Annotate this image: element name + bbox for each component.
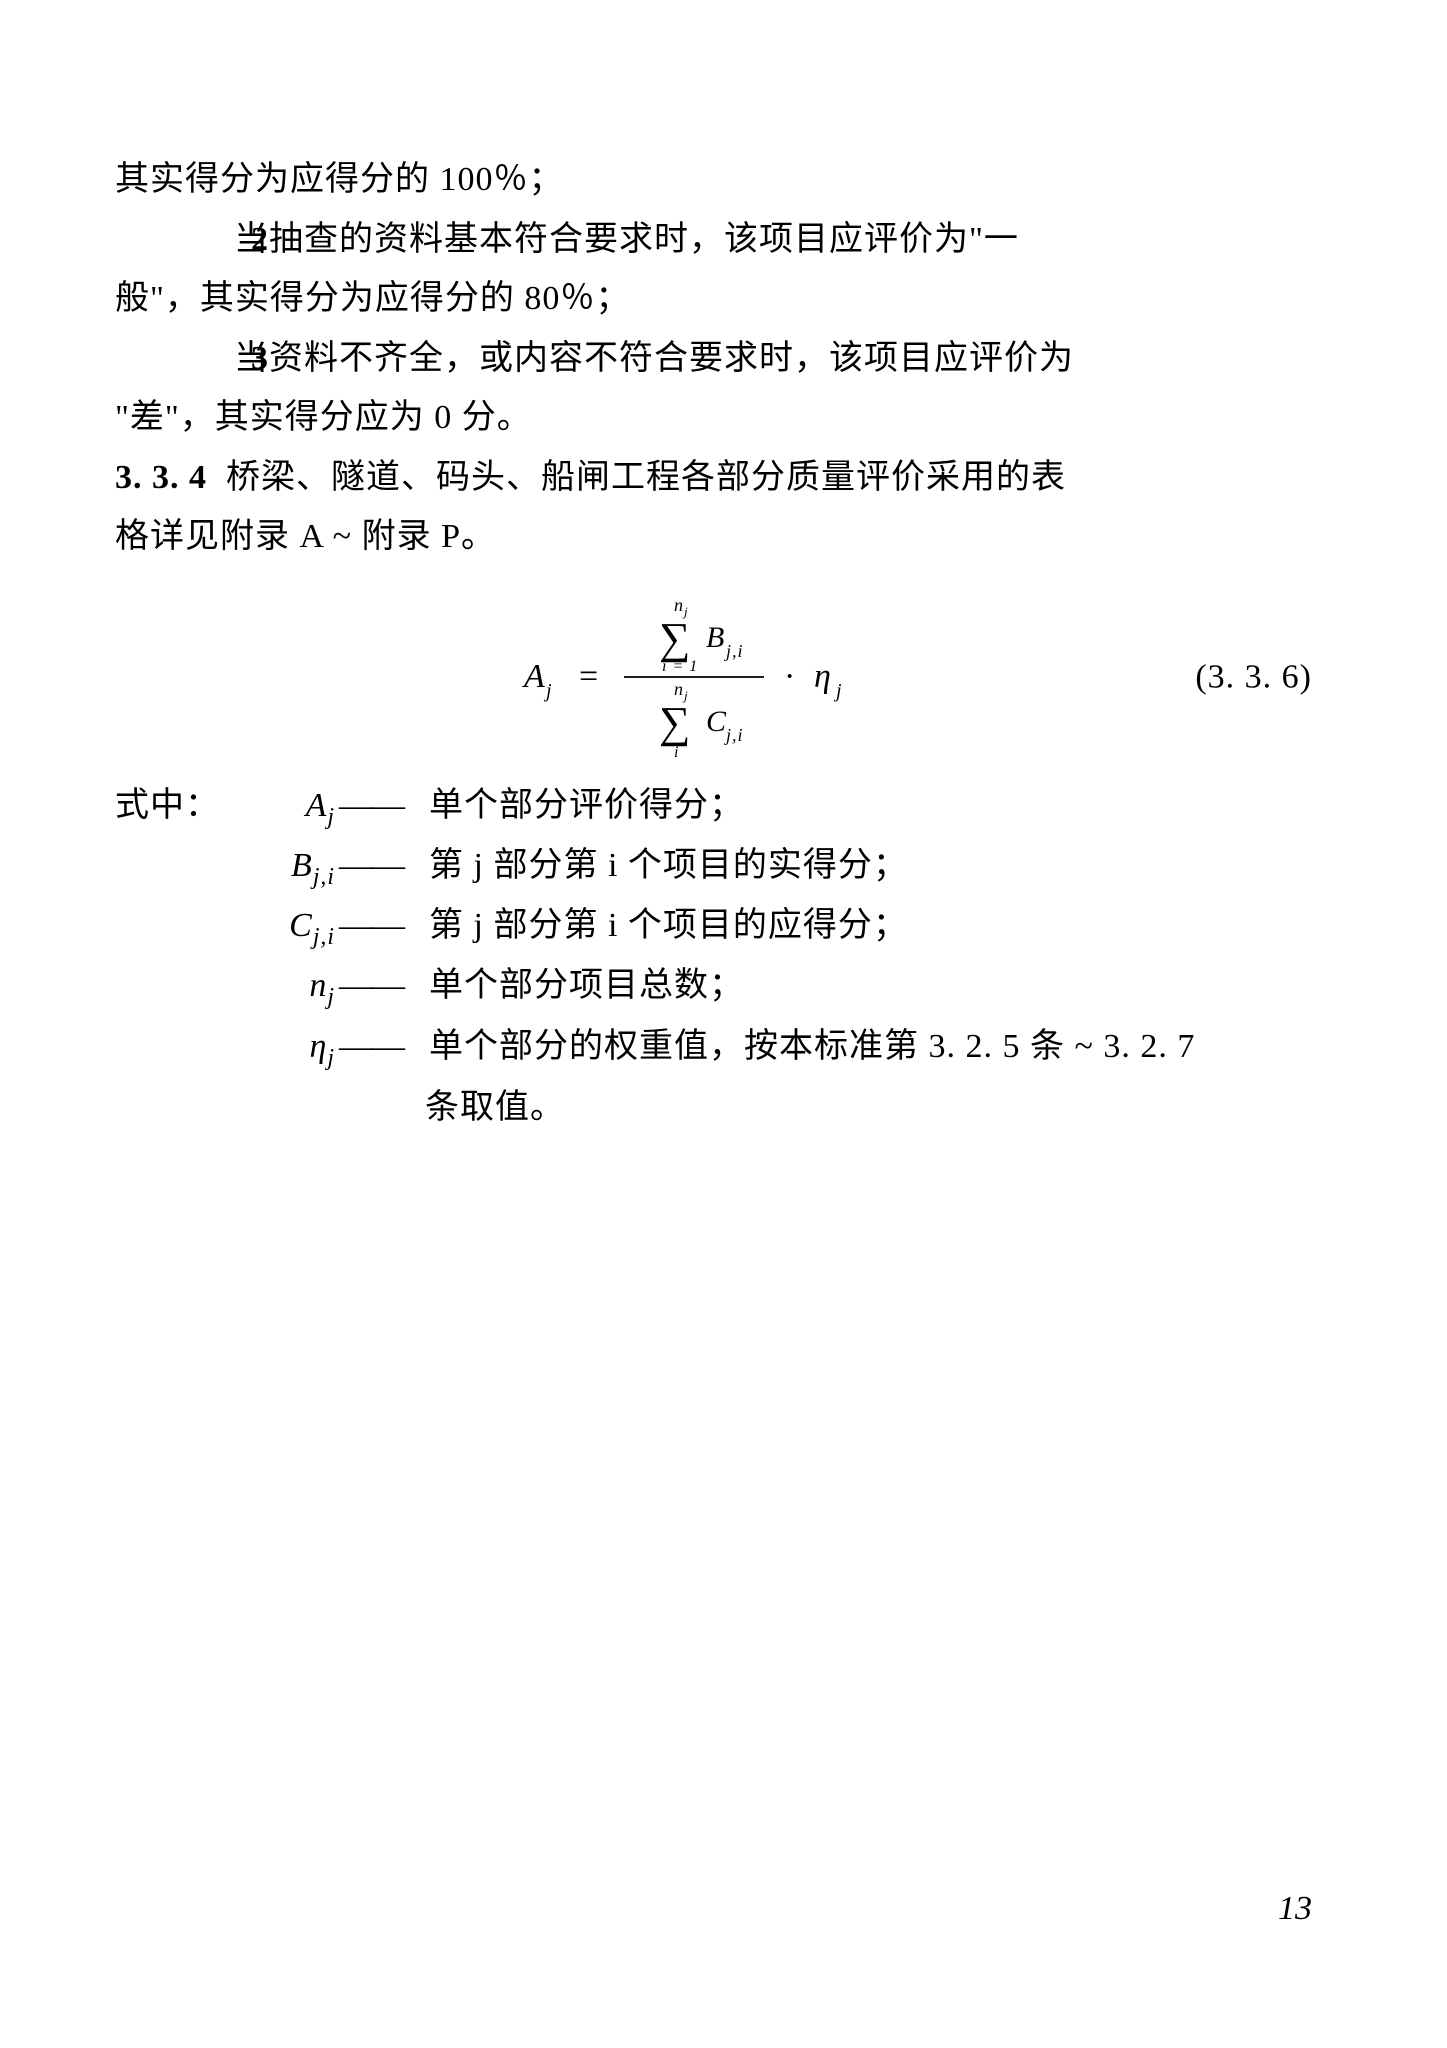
section-3-3-4-line2: 格详见附录 A ~ 附录 P。 [115,507,1312,567]
eq-num-Bsub: j,i [724,641,744,661]
item-3-line1: 3当资料不齐全，或内容不符合要求时，该项目应评价为 [115,329,1312,389]
equation-svg: A j = nj ∑ i = 1 B j,i nj ∑ i C j [484,587,944,767]
legend-desc: 单个部分评价得分； [429,777,1312,835]
para-cont-prev: 其实得分为应得分的 100％； [115,150,1312,210]
eq-num-B: B [706,621,725,654]
legend-dash: —— [339,837,429,895]
legend-symbol: Aj [235,777,339,837]
eq-den-C: C [706,705,727,738]
legend-symbol: Cj,i [235,897,339,957]
legend-symbol: Bj,i [235,837,339,897]
item-number-3: 3 [183,329,234,389]
page-number: 13 [1278,1890,1312,1928]
legend-row: Cj,i——第 j 部分第 i 个项目的应得分； [115,897,1312,957]
eq-den-Csub: j,i [724,725,744,745]
legend-symbol: ηj [235,1018,339,1078]
legend-desc-cont: 条取值。 [425,1078,1312,1138]
eq-lhs-A: A [522,658,546,695]
legend-desc: 第 j 部分第 i 个项目的实得分； [429,837,1312,895]
item-2-line2: 般"，其实得分为应得分的 80％； [115,269,1312,329]
legend-desc: 单个部分的权重值，按本标准第 3. 2. 5 条 ~ 3. 2. 7 [429,1018,1312,1076]
legend-dash: —— [339,777,429,835]
legend-row: nj——单个部分项目总数； [115,957,1312,1017]
item-3-line2: "差"，其实得分应为 0 分。 [115,388,1312,448]
legend-prefix: 式中： [115,777,235,835]
legend-dash: —— [339,897,429,955]
eq-eta: η [814,658,832,695]
section-3-3-4-line1: 3. 3. 4 桥梁、隧道、码头、船闸工程各部分质量评价采用的表 [115,448,1312,508]
legend-row: ηj——单个部分的权重值，按本标准第 3. 2. 5 条 ~ 3. 2. 7 [115,1018,1312,1078]
eq-dot: · [784,658,796,695]
section-number: 3. 3. 4 [115,459,207,496]
eq-num-sigma: ∑ [659,614,691,663]
eq-num-lower: i = 1 [662,658,698,675]
legend-row: Bj,i——第 j 部分第 i 个项目的实得分； [115,837,1312,897]
legend-dash: —— [339,957,429,1015]
legend-block: 式中：Aj——单个部分评价得分；Bj,i——第 j 部分第 i 个项目的实得分；… [115,777,1312,1138]
eq-den-lower: i [674,744,679,761]
legend-symbol: nj [235,957,339,1017]
body-text: 其实得分为应得分的 100％； 2当抽查的资料基本符合要求时，该项目应评价为"一… [115,150,1312,1137]
eq-equals: = [579,658,599,695]
equation-block: A j = nj ∑ i = 1 B j,i nj ∑ i C j [115,587,1312,767]
item-number-2: 2 [183,210,234,270]
item-2-line1: 2当抽查的资料基本符合要求时，该项目应评价为"一 [115,210,1312,270]
legend-desc: 第 j 部分第 i 个项目的应得分； [429,897,1312,955]
eq-eta-sub: j [833,680,843,702]
legend-row: 式中：Aj——单个部分评价得分； [115,777,1312,837]
eq-den-sigma: ∑ [659,698,691,747]
legend-desc: 单个部分项目总数； [429,957,1312,1015]
legend-dash: —— [339,1018,429,1076]
equation-label: (3. 3. 6) [1195,647,1312,707]
page: 其实得分为应得分的 100％； 2当抽查的资料基本符合要求时，该项目应评价为"一… [0,0,1447,2048]
